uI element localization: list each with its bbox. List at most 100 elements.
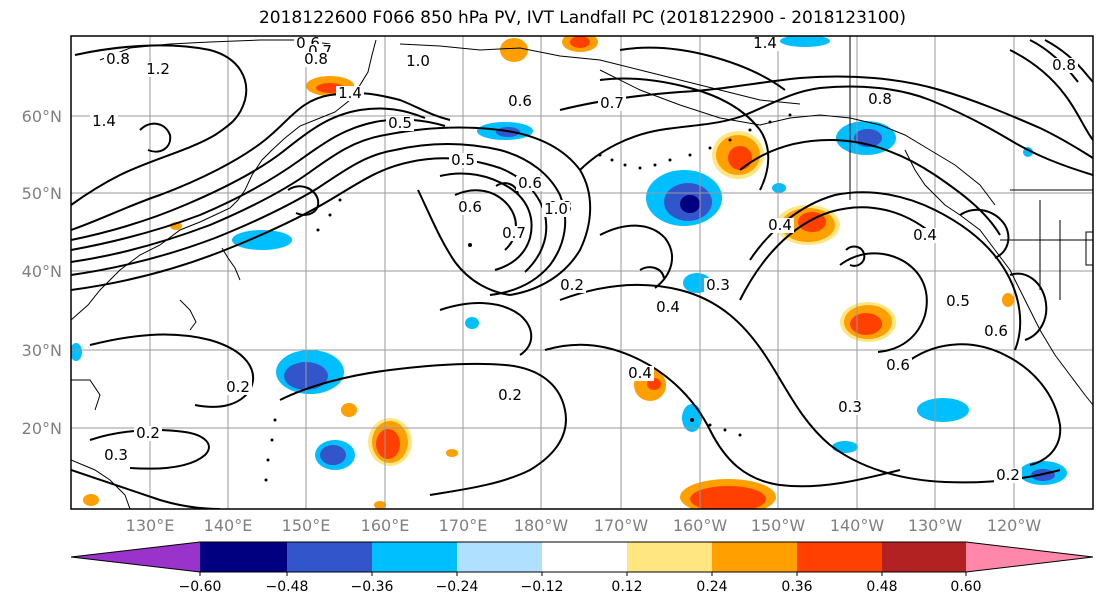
contour-label: 0.2 <box>136 424 160 442</box>
contour-label: 0.5 <box>388 114 412 132</box>
colorbar-tick-label: 0.24 <box>696 579 727 595</box>
colorbar-segment <box>882 542 966 572</box>
pv-contours <box>71 39 1093 509</box>
contour-label-bg <box>449 153 477 168</box>
colorbar-tick-label: −0.12 <box>521 579 564 595</box>
contour-label: 0.2 <box>996 466 1020 484</box>
colorbar <box>70 541 1094 573</box>
longitude-label: 160°W <box>673 516 728 535</box>
colorbar-min-arrow <box>71 542 200 572</box>
colorbar-segment <box>712 542 797 572</box>
contour-label-bg <box>704 278 732 293</box>
latitude-label: 60°N <box>22 107 62 126</box>
longitude-label: 150°E <box>282 516 331 535</box>
contour-label-bg <box>982 324 1010 339</box>
colorbar-segment <box>200 542 287 572</box>
contour-label-bg <box>506 94 534 109</box>
longitude-label: 170°W <box>594 516 649 535</box>
latitude-label: 40°N <box>22 262 62 281</box>
longitude-labels: 130°E 140°E 150°E 160°E 170°E 180°W 170°W 160°W… <box>126 516 1042 535</box>
contour-label: 0.2 <box>226 378 250 396</box>
graticule <box>71 36 1093 509</box>
contour-label: 0.8 <box>868 90 892 108</box>
contour-label-bg <box>102 448 130 463</box>
contour-label-bg <box>944 294 972 309</box>
contour-labels: 0.8 0.6 0.7 0.8 1.2 1.0 1.4 1.4 0.6 0.5 0.7 0.5 0.6 0… <box>90 34 1078 484</box>
colorbar-tick-label: 0.48 <box>866 579 897 595</box>
contour-label-bg <box>404 54 432 69</box>
contour-label-bg <box>751 36 779 51</box>
contour-label-bg <box>654 300 682 315</box>
colorbar-tick-label: −0.48 <box>266 579 309 595</box>
longitude-label: 170°E <box>439 516 488 535</box>
contour-label-bg <box>866 92 894 107</box>
longitude-label: 160°E <box>361 516 410 535</box>
contour-label-bg <box>144 62 172 77</box>
contour-label: 0.3 <box>706 276 730 294</box>
longitude-label: 140°W <box>830 516 885 535</box>
contour-label: 1.4 <box>92 112 116 130</box>
colorbar-tick-label: 0.60 <box>950 579 981 595</box>
map-border <box>70 35 1094 510</box>
colorbar-tick-label: 0.12 <box>611 579 642 595</box>
contour-label: 0.6 <box>458 198 482 216</box>
contour-label: 0.3 <box>838 398 862 416</box>
map-title: 2018122600 F066 850 hPa PV, IVT Landfall… <box>258 8 906 28</box>
contour-label-bg <box>516 176 544 191</box>
contour-label: 0.2 <box>560 276 584 294</box>
contour-label-bg <box>224 380 252 395</box>
contour-label-bg <box>884 358 912 373</box>
map-area <box>71 36 1093 509</box>
contour-label-bg <box>994 468 1022 483</box>
longitude-label: 130°E <box>126 516 175 535</box>
island-chains <box>264 113 792 482</box>
colorbar-segment <box>287 542 372 572</box>
contour-label: 0.4 <box>656 298 680 316</box>
contour-label-bg <box>911 228 939 243</box>
longitude-label: 150°W <box>751 516 806 535</box>
contour-label: 0.3 <box>104 446 128 464</box>
contour-label: 0.6 <box>508 92 532 110</box>
colorbar-tick-label: −0.24 <box>436 579 479 595</box>
colorbar-tick-label: 0.36 <box>781 579 812 595</box>
contour-label: 0.4 <box>913 226 937 244</box>
contour-label: 1.4 <box>753 34 777 52</box>
contour-label-bg <box>496 388 524 403</box>
contour-label: 1.0 <box>544 200 568 218</box>
contour-label: 0.5 <box>451 151 475 169</box>
latitude-label: 20°N <box>22 419 62 438</box>
latitude-labels: 60°N 50°N 40°N 30°N 20°N <box>22 107 62 438</box>
latitude-label: 30°N <box>22 341 62 360</box>
longitude-label: 140°E <box>204 516 253 535</box>
contour-label-bg <box>836 400 864 415</box>
colorbar-segment <box>627 542 712 572</box>
contour-label-bg <box>500 226 528 241</box>
contour-label: 0.6 <box>886 356 910 374</box>
colorbar-tick-labels: −0.60 −0.48 −0.36 −0.24 −0.12 0.12 0.24 0.36 0.4… <box>179 572 982 595</box>
latitude-label: 50°N <box>22 184 62 203</box>
colorbar-max-arrow <box>966 542 1093 572</box>
colorbar-tick-label: −0.36 <box>351 579 394 595</box>
contour-label-bg <box>598 96 626 111</box>
contour-label-bg <box>90 114 118 129</box>
contour-label: 0.7 <box>502 224 526 242</box>
contour-label: 0.4 <box>628 364 652 382</box>
contour-label-bg <box>386 116 414 131</box>
contour-label-bg <box>456 200 484 215</box>
contour-label: 0.6 <box>518 174 542 192</box>
contour-label: 1.0 <box>406 52 430 70</box>
colorbar-segment <box>372 542 457 572</box>
colorbar-segment <box>457 542 542 572</box>
contour-label: 0.8 <box>1052 56 1076 74</box>
contour-label: 0.6 <box>984 322 1008 340</box>
contour-label-bg <box>1050 58 1078 73</box>
colorbar-segment <box>542 542 627 572</box>
contour-label: 0.7 <box>600 94 624 112</box>
colorbar-tick-label: −0.60 <box>179 579 222 595</box>
contour-label: 0.8 <box>304 50 328 68</box>
contour-label-bg <box>766 218 794 233</box>
contour-label-bg <box>558 278 586 293</box>
contour-label: 0.2 <box>498 386 522 404</box>
contour-label-bg <box>542 202 570 217</box>
